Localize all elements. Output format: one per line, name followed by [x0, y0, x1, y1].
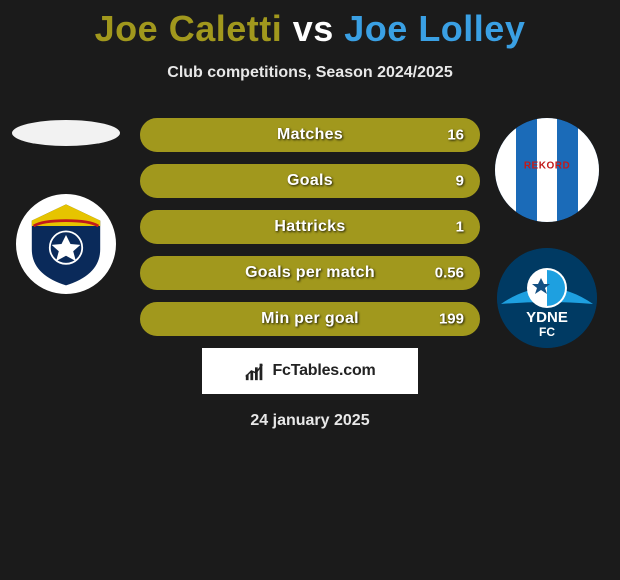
stat-bar: Goals 9 [140, 164, 480, 198]
stat-bar: Hattricks 1 [140, 210, 480, 244]
svg-text:YDNE: YDNE [526, 309, 568, 326]
stat-bar: Matches 16 [140, 118, 480, 152]
player2-name: Joe Lolley [344, 8, 525, 49]
stat-label: Goals [287, 172, 333, 190]
stat-value: 199 [439, 311, 464, 328]
date-text: 24 january 2025 [0, 412, 620, 430]
page-title: Joe Caletti vs Joe Lolley [0, 0, 620, 50]
subtitle: Club competitions, Season 2024/2025 [0, 64, 620, 82]
branding-badge: FcTables.com [202, 348, 418, 394]
stat-bars: Matches 16 Goals 9 Hattricks 1 Goals per match… [140, 118, 480, 336]
club-logo-adelaide [16, 194, 116, 294]
stat-label: Hattricks [274, 218, 345, 236]
branding-text: FcTables.com [272, 362, 375, 380]
stat-label: Matches [277, 126, 343, 144]
stat-value: 16 [447, 127, 464, 144]
player1-name: Joe Caletti [95, 8, 283, 49]
signal-icon [244, 360, 266, 382]
svg-text:FC: FC [539, 325, 555, 339]
jersey-sponsor-text: REKORD [524, 160, 570, 171]
stat-value: 1 [456, 219, 464, 236]
content: REKORD YDNE FC Matches 16 Goals 9 Hattricks 1… [0, 118, 620, 430]
stat-bar: Goals per match 0.56 [140, 256, 480, 290]
player1-avatar-placeholder [12, 120, 120, 146]
stat-label: Goals per match [245, 264, 375, 282]
right-column: REKORD YDNE FC [492, 118, 602, 348]
vs-word: vs [293, 8, 345, 49]
stat-bar: Min per goal 199 [140, 302, 480, 336]
stat-label: Min per goal [261, 310, 359, 328]
stat-value: 0.56 [435, 265, 464, 282]
left-column [6, 118, 126, 294]
player2-avatar-jersey: REKORD [495, 118, 599, 222]
club-logo-sydney: YDNE FC [497, 248, 597, 348]
stat-value: 9 [456, 173, 464, 190]
